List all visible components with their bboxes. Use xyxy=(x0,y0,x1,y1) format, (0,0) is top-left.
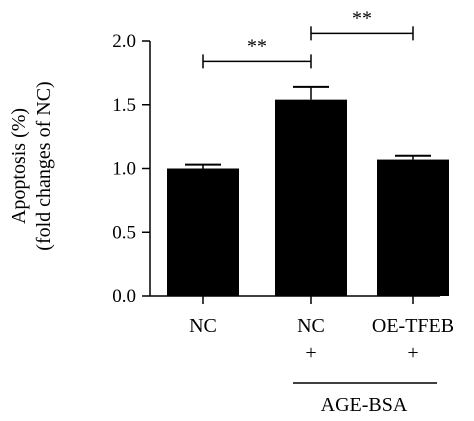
y-tick-label: 0.5 xyxy=(112,222,136,243)
group-label: AGE-BSA xyxy=(321,394,408,416)
bar xyxy=(167,168,239,296)
x-axis: NC NC + OE-TFEB + xyxy=(150,295,454,364)
x-tick-label: NC xyxy=(189,315,217,337)
y-axis-label-line1: Apoptosis (%) xyxy=(8,108,30,224)
y-axis: 0.0 0.5 1.0 1.5 2.0 xyxy=(112,31,151,307)
bar xyxy=(377,159,449,296)
x-tick-label-sub: + xyxy=(305,342,316,364)
y-tick-label: 2.0 xyxy=(112,31,136,52)
x-tick-label-sub: + xyxy=(407,342,418,364)
bar xyxy=(275,99,347,297)
significance-label: ** xyxy=(352,7,372,29)
y-axis-label: Apoptosis (%) (fold changes of NC) xyxy=(8,81,55,250)
group-annotation: AGE-BSA xyxy=(293,382,437,416)
y-tick-label: 1.5 xyxy=(112,95,136,116)
x-tick-label: OE-TFEB xyxy=(372,315,454,337)
significance-label: ** xyxy=(247,35,267,57)
x-tick-label: NC xyxy=(297,315,325,337)
y-tick-label: 1.0 xyxy=(112,159,136,180)
bars xyxy=(167,85,449,297)
y-tick-label: 0.0 xyxy=(112,286,136,307)
y-axis-label-line2: (fold changes of NC) xyxy=(33,81,55,250)
significance-brackets: ** ** xyxy=(202,7,414,69)
